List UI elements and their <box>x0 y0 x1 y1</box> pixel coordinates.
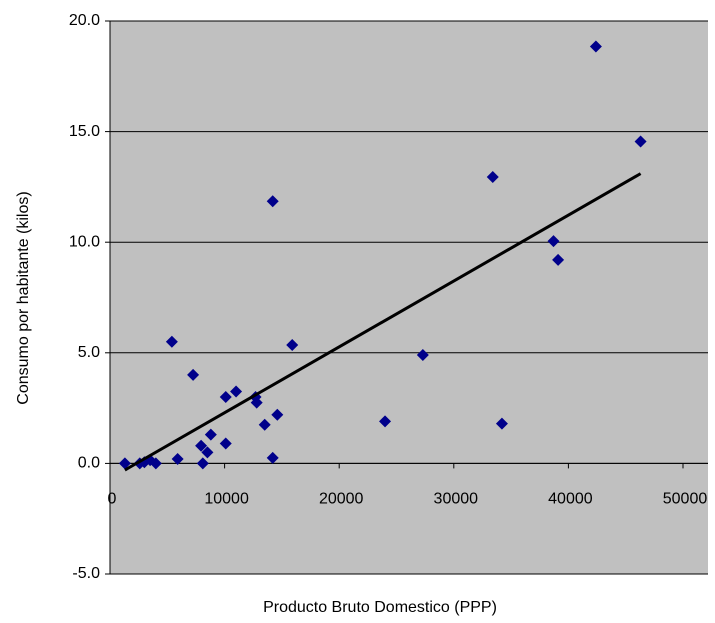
y-tick-label: 5.0 <box>78 344 100 361</box>
trend-line <box>124 172 642 472</box>
data-point <box>379 415 392 428</box>
data-point <box>204 428 217 441</box>
data-point <box>195 439 208 452</box>
data-point <box>196 457 209 470</box>
data-point <box>250 396 263 409</box>
data-point <box>187 368 200 381</box>
x-tick-label: 30000 <box>434 491 479 508</box>
y-tick-label: 15.0 <box>69 123 100 140</box>
data-point <box>416 349 429 362</box>
data-point <box>201 446 214 459</box>
data-point <box>271 408 284 421</box>
y-tick-label: -5.0 <box>72 565 100 582</box>
data-point <box>266 195 279 208</box>
data-point <box>219 437 232 450</box>
y-tick-label: 10.0 <box>69 233 100 250</box>
data-point <box>149 457 162 470</box>
data-point <box>165 335 178 348</box>
y-axis-label: Consumo por habitante (kilos) <box>15 191 32 404</box>
x-tick-label: 10000 <box>204 491 249 508</box>
y-tick-label: 0.0 <box>78 455 100 472</box>
data-point <box>118 457 131 470</box>
x-tick-label: 0 <box>108 491 117 508</box>
x-tick-label: 50000 <box>663 491 708 508</box>
data-point <box>486 170 499 183</box>
x-tick-label: 20000 <box>319 491 364 508</box>
data-point <box>495 417 508 430</box>
data-point <box>552 253 565 266</box>
data-point <box>219 391 232 404</box>
data-point <box>230 385 243 398</box>
data-point <box>547 235 560 248</box>
data-point <box>634 135 647 148</box>
data-point <box>286 339 299 352</box>
data-point <box>258 418 271 431</box>
data-point <box>171 452 184 465</box>
data-point <box>266 451 279 464</box>
x-axis-label: Producto Bruto Domestico (PPP) <box>263 599 497 616</box>
y-tick-label: 20.0 <box>69 12 100 29</box>
data-point <box>589 40 602 53</box>
x-tick-label: 40000 <box>548 491 593 508</box>
plot-area <box>110 21 708 574</box>
